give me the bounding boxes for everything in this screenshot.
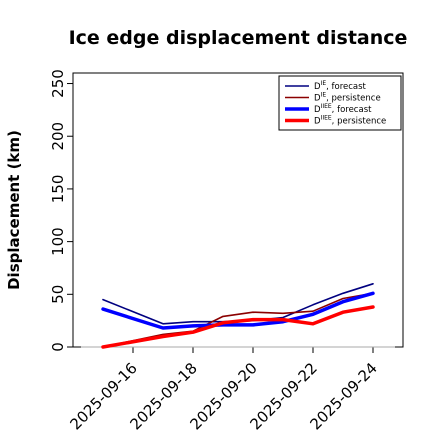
y-tick-label: 250 xyxy=(49,69,67,98)
chart-title: Ice edge displacement distance xyxy=(69,27,408,49)
y-tick-label: 100 xyxy=(49,227,67,256)
series-line xyxy=(101,291,375,330)
y-tick-label: 150 xyxy=(49,175,67,204)
legend-entry: DIE, forecast xyxy=(314,80,367,92)
y-tick-label: 0 xyxy=(49,342,67,352)
y-tick-label: 50 xyxy=(49,285,67,304)
legend-entry: DIIEE, forecast xyxy=(314,103,372,115)
y-axis-label: Displacement (km) xyxy=(5,130,23,290)
series-line xyxy=(101,305,375,349)
legend-entry: DIE, persistence xyxy=(314,92,381,104)
legend-entry: DIIEE, persistence xyxy=(314,115,386,127)
y-tick-label: 200 xyxy=(49,122,67,151)
series-layer xyxy=(81,282,395,349)
